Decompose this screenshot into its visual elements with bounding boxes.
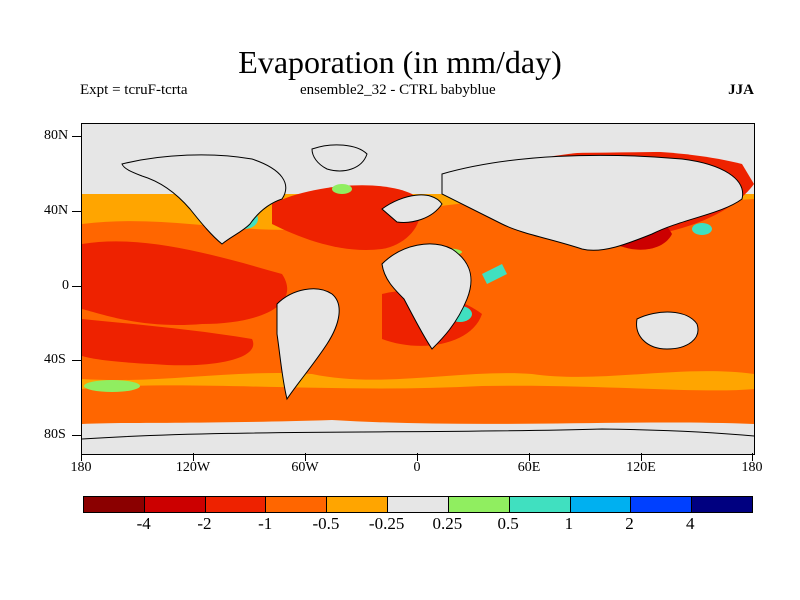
field-region-pacific: [82, 241, 288, 326]
colorbar-box-1: [144, 497, 206, 512]
x-label-180w: 180: [70, 460, 92, 475]
y-tick-80s: [72, 435, 82, 436]
x-label-60w: 60W: [291, 460, 319, 475]
land-europe: [381, 194, 443, 223]
colorbar-box-10: [692, 497, 752, 512]
evaporation-field: [82, 124, 754, 454]
land-south-america: [276, 288, 340, 401]
x-tick-60e: [529, 453, 530, 461]
x-tick-180e: [752, 453, 753, 461]
field-region-south-pacific: [82, 319, 254, 366]
field-positive-north-pacific: [692, 223, 712, 235]
y-label-0: 0: [62, 278, 69, 293]
field-region-north-atlantic: [272, 185, 421, 250]
colorbar-label: -1: [258, 514, 273, 533]
y-tick-40s: [72, 360, 82, 361]
land-africa: [381, 243, 472, 350]
x-label-60e: 60E: [517, 460, 541, 475]
colorbar: [83, 496, 753, 513]
colorbar-label: 0.5: [497, 514, 519, 533]
y-label-80n: 80N: [44, 128, 69, 143]
colorbar-box-2: [205, 497, 267, 512]
colorbar-label: -0.25: [368, 514, 405, 533]
land-asia: [441, 154, 744, 251]
experiment-label: Expt = tcruF-tcrta: [80, 82, 188, 98]
land-antarctica-edge: [82, 428, 754, 440]
colorbar-box-5: [388, 497, 449, 512]
colorbar-label: -0.5: [312, 514, 340, 533]
x-label-180e: 180: [741, 460, 763, 475]
x-label-0: 0: [413, 460, 421, 475]
chart-title: Evaporation (in mm/day): [238, 44, 562, 80]
field-positive-south-pacific: [84, 380, 140, 392]
x-label-120w: 120W: [175, 460, 211, 475]
season-label: JJA: [728, 82, 754, 98]
colorbar-label: 4: [686, 514, 695, 533]
x-tick-120w: [193, 453, 194, 461]
y-tick-40n: [72, 211, 82, 212]
colorbar-label: 2: [625, 514, 634, 533]
field-region-antarctica: [82, 424, 754, 454]
x-tick-60w: [305, 453, 306, 461]
colorbar-box-8: [570, 497, 632, 512]
field-positive-somalia: [482, 264, 507, 284]
colorbar-label: 1: [564, 514, 574, 533]
colorbar-label: -4: [136, 514, 151, 533]
y-tick-0: [72, 286, 82, 287]
colorbar-box-7: [509, 497, 571, 512]
x-label-120e: 120E: [626, 460, 656, 475]
field-region-arctic: [82, 124, 754, 156]
field-positive-hudson: [332, 184, 352, 194]
colorbar-label: -2: [197, 514, 212, 533]
colorbar-box-9: [631, 497, 693, 512]
y-tick-80n: [72, 136, 82, 137]
x-tick-180w: [81, 453, 82, 461]
x-tick-120e: [641, 453, 642, 461]
land-north-america: [121, 154, 287, 245]
land-greenland: [311, 144, 368, 172]
field-region-southern-ocean: [82, 385, 754, 424]
colorbar-box-6: [448, 497, 510, 512]
y-label-40n: 40N: [44, 203, 69, 218]
map-panel: [81, 123, 755, 455]
y-label-80s: 80S: [44, 427, 66, 442]
colorbar-label: 0.25: [432, 514, 463, 533]
colorbar-box-3: [266, 497, 328, 512]
colorbar-box-4: [327, 497, 389, 512]
x-tick-0: [417, 453, 418, 461]
colorbar-box-0: [84, 497, 145, 512]
ensemble-label: ensemble2_32 - CTRL babyblue: [300, 82, 496, 98]
coastlines: [82, 144, 754, 440]
y-label-40s: 40S: [44, 352, 66, 367]
land-australia: [636, 311, 699, 350]
